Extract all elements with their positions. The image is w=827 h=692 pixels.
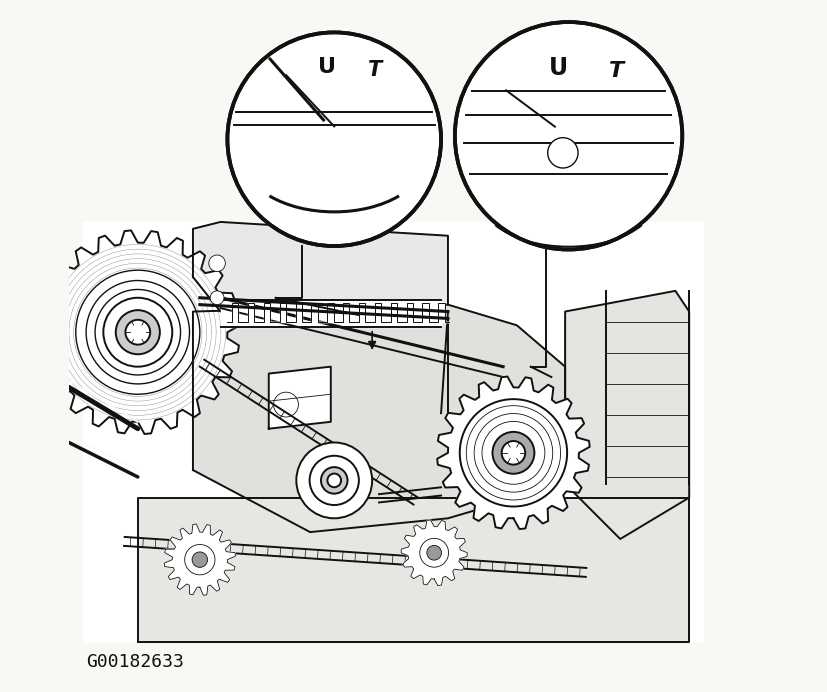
Bar (33, 408, 47, 417)
Bar (33, 333, 47, 342)
Polygon shape (36, 230, 240, 434)
Text: T: T (609, 61, 624, 81)
Bar (33, 295, 47, 304)
Polygon shape (227, 302, 243, 322)
Bar (33, 469, 47, 478)
Text: T: T (368, 60, 382, 80)
Bar (33, 358, 47, 367)
Text: U: U (318, 57, 337, 77)
Circle shape (210, 291, 224, 304)
Circle shape (192, 552, 208, 567)
Polygon shape (243, 302, 259, 322)
Polygon shape (338, 302, 354, 322)
Circle shape (296, 442, 372, 518)
Polygon shape (565, 291, 689, 539)
Circle shape (116, 310, 160, 354)
Bar (33, 482, 47, 491)
Bar (33, 383, 47, 392)
Bar (33, 544, 47, 553)
Polygon shape (433, 302, 449, 322)
Bar (33, 271, 47, 280)
Polygon shape (323, 302, 338, 322)
Polygon shape (437, 376, 590, 529)
Bar (33, 320, 47, 329)
Circle shape (455, 22, 682, 250)
Circle shape (420, 538, 448, 567)
Polygon shape (401, 520, 467, 585)
Polygon shape (370, 302, 386, 322)
Polygon shape (269, 367, 331, 429)
Polygon shape (259, 302, 275, 322)
Circle shape (493, 432, 534, 474)
Bar (33, 494, 47, 503)
Text: U: U (548, 55, 568, 80)
Bar (33, 259, 47, 267)
Polygon shape (386, 302, 402, 322)
Circle shape (274, 392, 299, 417)
Circle shape (502, 441, 525, 464)
Circle shape (547, 138, 578, 168)
Circle shape (460, 399, 567, 507)
Circle shape (103, 298, 172, 367)
Polygon shape (307, 302, 323, 322)
Bar (33, 370, 47, 379)
Polygon shape (402, 302, 418, 322)
Polygon shape (165, 524, 236, 595)
Circle shape (184, 545, 215, 575)
Polygon shape (193, 222, 448, 325)
Bar (33, 432, 47, 441)
Polygon shape (275, 302, 291, 322)
Polygon shape (69, 1, 758, 691)
Circle shape (427, 545, 442, 560)
Circle shape (227, 33, 441, 246)
Circle shape (321, 467, 347, 493)
Polygon shape (291, 302, 307, 322)
Bar (33, 246, 47, 255)
Polygon shape (83, 222, 703, 642)
Bar (33, 395, 47, 404)
Polygon shape (418, 302, 433, 322)
Bar (33, 457, 47, 466)
Polygon shape (221, 300, 441, 327)
Bar (33, 507, 47, 516)
Circle shape (327, 473, 341, 487)
Bar (33, 308, 47, 317)
Bar (33, 234, 47, 243)
Polygon shape (193, 304, 565, 532)
Circle shape (126, 320, 151, 345)
Bar (33, 444, 47, 453)
Circle shape (208, 255, 225, 271)
Bar (33, 283, 47, 292)
Bar (33, 420, 47, 429)
Polygon shape (354, 302, 370, 322)
Bar (33, 519, 47, 528)
Circle shape (309, 456, 359, 505)
Polygon shape (138, 498, 689, 642)
Text: G00182633: G00182633 (86, 653, 184, 671)
Bar (33, 345, 47, 354)
Bar (33, 531, 47, 540)
